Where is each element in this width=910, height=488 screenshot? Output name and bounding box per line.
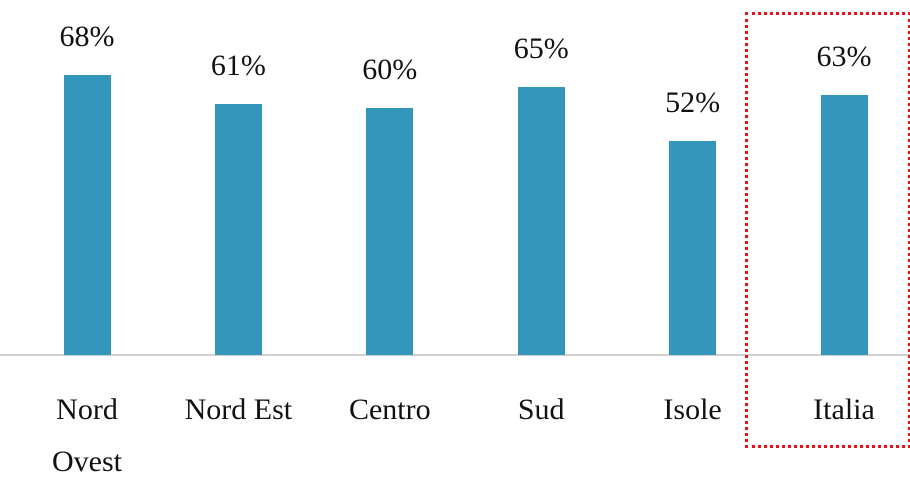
x-tick-label: Italia <box>813 393 875 426</box>
bar <box>366 107 414 355</box>
data-label: 68% <box>59 19 115 53</box>
bar <box>63 74 111 355</box>
data-label: 61% <box>210 48 266 82</box>
data-label: 60% <box>362 52 418 86</box>
x-tick-label: Sud <box>517 393 565 426</box>
bar <box>669 140 717 355</box>
highlight-box <box>745 12 910 448</box>
x-tick-label: Isole <box>663 393 722 426</box>
data-label: 52% <box>665 85 721 119</box>
x-tick-label: Nord Ovest <box>52 393 122 478</box>
data-label: 65% <box>513 32 569 66</box>
bar <box>214 103 262 355</box>
x-tick-label: Centro <box>348 393 431 426</box>
chart: Nord Ovest 68% Nord Est 61% Centro 60% Sud 65% I… <box>0 12 910 478</box>
data-label: 63% <box>816 40 872 74</box>
x-tick-label: Nord Est <box>184 393 293 426</box>
bar <box>517 87 565 355</box>
bar <box>820 95 868 355</box>
baseline <box>0 354 910 356</box>
